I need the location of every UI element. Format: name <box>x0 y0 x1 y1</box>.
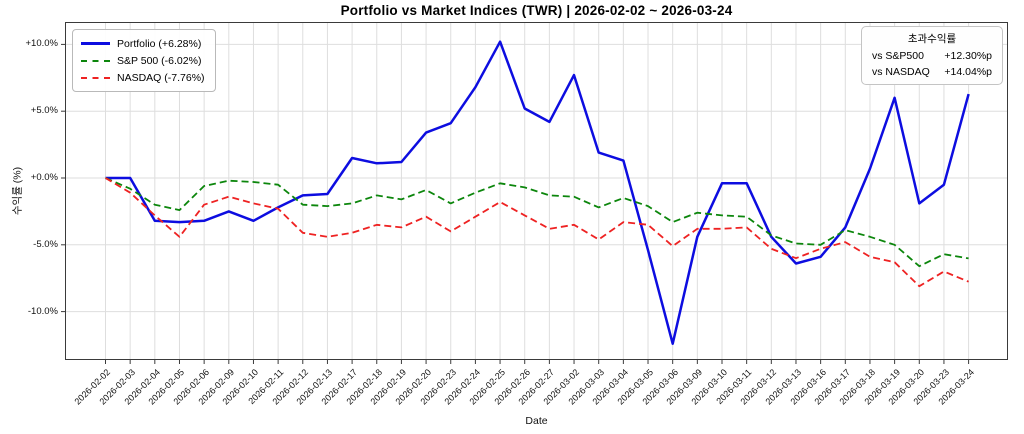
y-tick-label: -10.0% <box>27 305 58 317</box>
legend-line-sample <box>81 59 110 62</box>
annotation-row-label: vs NASDAQ <box>872 66 930 78</box>
y-tick-label: -5.0% <box>33 238 58 250</box>
x-axis-label: Date <box>525 415 548 427</box>
annotation-row-value: +12.30%p <box>944 50 992 62</box>
legend-line-sample <box>81 42 110 45</box>
portfolio-line <box>105 40 970 345</box>
y-tick-label: +5.0% <box>30 105 58 117</box>
annotation-row: vs NASDAQ +14.04%p <box>872 64 992 80</box>
legend-label: NASDAQ (-7.76%) <box>117 71 205 84</box>
legend-item-nasdaq: NASDAQ (-7.76%) <box>81 69 205 86</box>
legend-label: Portfolio (+6.28%) <box>117 37 202 50</box>
legend-item-portfolio: Portfolio (+6.28%) <box>81 35 205 52</box>
chart-canvas <box>61 22 1008 364</box>
annotation-row-value: +14.04%p <box>944 66 992 78</box>
legend: Portfolio (+6.28%) S&P 500 (-6.02%) NASDAQ… <box>72 29 216 92</box>
nasdaq-line <box>105 177 969 288</box>
annotation-title: 초과수익률 <box>907 33 957 45</box>
annotation-row: vs S&P500 +12.30%p <box>872 48 992 64</box>
sp500-line <box>105 177 969 268</box>
chart-title: Portfolio vs Market Indices (TWR) | 2026… <box>340 3 733 18</box>
plot-area: Portfolio (+6.28%) S&P 500 (-6.02%) NASDAQ… <box>61 22 1008 364</box>
legend-item-sp500: S&P 500 (-6.02%) <box>81 52 205 69</box>
annotation-row-label: vs S&P500 <box>872 50 924 62</box>
legend-label: S&P 500 (-6.02%) <box>117 54 202 67</box>
annotation-box: 초과수익률 vs S&P500 +12.30%p vs NASDAQ +14.04%p <box>861 26 1003 85</box>
y-tick-label: +10.0% <box>25 38 59 50</box>
legend-line-sample <box>81 76 110 79</box>
y-tick-label: +0.0% <box>30 172 58 183</box>
plot-border <box>65 22 1008 360</box>
